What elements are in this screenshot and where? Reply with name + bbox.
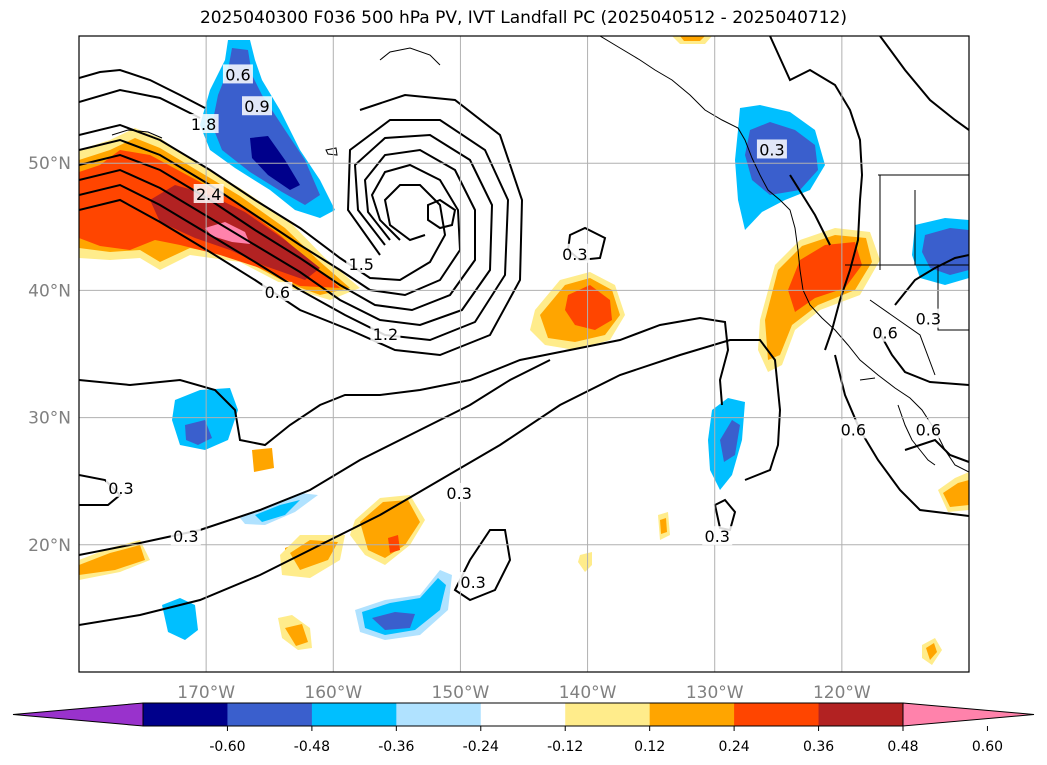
contour-label-bg (346, 253, 377, 273)
contour-label-bg (913, 419, 944, 439)
contour-label: 0.6 (841, 420, 866, 439)
contour-label-bg (913, 308, 944, 328)
contour-labels: 0.6 0.9 1.8 0.3 2.4 1.5 0.3 0.6 1.2 0.6 0.3 0.6 0.6 0… (105, 64, 944, 592)
lon-tick-label: 150°W (432, 683, 490, 703)
contour-label: 1.5 (349, 255, 374, 274)
contour-label-bg (188, 114, 219, 134)
colorbar-tick-label: -0.12 (547, 739, 583, 755)
lat-tick-label: 20°N (28, 536, 71, 556)
colorbar-segment (818, 703, 904, 726)
contour-label: 2.4 (196, 185, 221, 204)
contour-label-bg (444, 482, 475, 502)
colorbar-segment (565, 703, 651, 726)
contour-label-bg (370, 323, 401, 343)
colorbar-tick-label: 0.24 (719, 739, 750, 755)
colorbar-tick-label: 0.48 (887, 739, 918, 755)
colorbar-segment (143, 703, 228, 726)
lat-tick-label: 30°N (28, 409, 71, 429)
contour-label-bg (559, 243, 590, 263)
lon-tick-label: 160°W (304, 683, 362, 703)
map-frame (78, 35, 970, 673)
colorbar-under-triangle (12, 702, 144, 727)
colorbar-segment (734, 703, 820, 726)
contour-label: 0.3 (173, 527, 198, 546)
contour-label-bg (193, 184, 224, 203)
contour-label: 1.8 (191, 115, 216, 134)
contour-label: 0.6 (872, 324, 897, 343)
contour-label-bg (242, 96, 272, 116)
contour-label-bg (458, 571, 489, 591)
lat-tick-label: 50°N (28, 154, 71, 174)
contour-label: 0.3 (108, 479, 133, 498)
contour-label: 0.6 (225, 65, 250, 84)
colorbar-tick-label: -0.48 (294, 739, 330, 755)
contour-label-bg (756, 139, 787, 159)
contour-label: 0.6 (916, 420, 941, 439)
contour-label-bg (170, 526, 201, 546)
contour-label: 0.3 (446, 484, 471, 503)
contour-label-bg (870, 322, 901, 342)
contour-label: 0.9 (244, 97, 269, 116)
contour-label: 0.3 (460, 573, 485, 592)
coastlines (111, 36, 969, 473)
colorbar-segment (227, 703, 313, 726)
contour-label-bg (702, 526, 733, 546)
graticule (79, 36, 969, 672)
lat-tick-label: 40°N (28, 281, 71, 301)
colorbar-segment (311, 703, 397, 726)
colorbar-frame (142, 702, 904, 727)
colorbar-over-triangle (902, 702, 1035, 727)
lon-tick-label: 130°W (686, 683, 744, 703)
pv-contours (79, 36, 969, 626)
colorbar-tick-label: -0.36 (378, 739, 414, 755)
colorbar-tick-label: -0.24 (463, 739, 499, 755)
contour-label: 1.2 (373, 325, 398, 344)
colorbar-segment (396, 703, 482, 726)
colorbar-segment (480, 703, 566, 726)
contour-label-bg (262, 281, 293, 301)
contour-label-bg (838, 419, 869, 439)
contour-label: 0.3 (759, 140, 784, 159)
contour-label-bg (222, 64, 253, 84)
contour-label: 0.3 (705, 527, 730, 546)
lon-tick-label: 120°W (813, 683, 871, 703)
chart-title: 2025040300 F036 500 hPa PV, IVT Landfall… (199, 8, 847, 28)
shaded-anomaly-field (79, 36, 969, 665)
contour-label-bg (105, 477, 136, 497)
colorbar-tick-label: 0.36 (803, 739, 834, 755)
colorbar: -0.60 -0.48 -0.36 -0.24 -0.12 0.12 0.24 0.36 0.4… (12, 702, 1035, 755)
colorbar-tick-label: 0.12 (634, 739, 665, 755)
axis-tick-labels: 170°W 160°W 150°W 140°W 130°W 120°W 20°N 30°N 40… (28, 154, 871, 703)
contour-label: 0.6 (265, 283, 290, 302)
lon-tick-label: 140°W (559, 683, 617, 703)
contour-label: 0.3 (562, 245, 587, 264)
colorbar-segment (649, 703, 735, 726)
lon-tick-label: 170°W (177, 683, 235, 703)
colorbar-tick-label: 0.60 (972, 739, 1003, 755)
colorbar-tick-label: -0.60 (209, 739, 245, 755)
contour-label: 0.3 (916, 310, 941, 329)
